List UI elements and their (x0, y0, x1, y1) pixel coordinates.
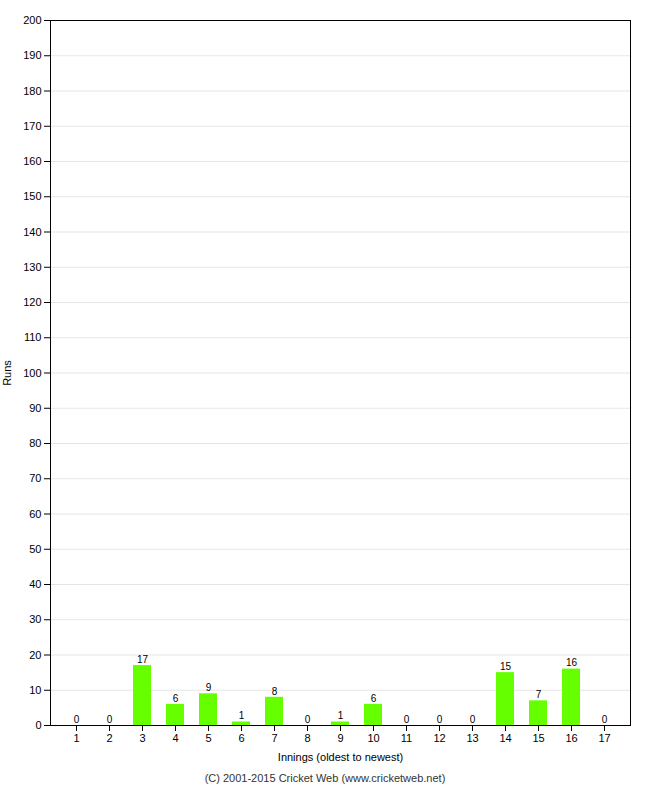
svg-text:7: 7 (536, 689, 542, 700)
svg-text:1: 1 (338, 710, 344, 721)
svg-text:120: 120 (23, 296, 41, 308)
html-text:(C) 2001-2015 Cricket Web (www: (C) 2001-2015 Cricket Web (www.cricketwe… (204, 772, 446, 784)
svg-text:15: 15 (500, 661, 512, 672)
svg-text:9: 9 (337, 732, 343, 744)
svg-text:14: 14 (499, 732, 511, 744)
svg-text:1: 1 (73, 732, 79, 744)
svg-text:10: 10 (367, 732, 379, 744)
svg-text:0: 0 (35, 719, 41, 731)
svg-text:0: 0 (404, 714, 410, 725)
svg-text:16: 16 (565, 732, 577, 744)
svg-text:8: 8 (304, 732, 310, 744)
svg-text:190: 190 (23, 49, 41, 61)
svg-text:150: 150 (23, 190, 41, 202)
svg-text:0: 0 (602, 714, 608, 725)
svg-text:6: 6 (238, 732, 244, 744)
svg-text:200: 200 (23, 14, 41, 26)
svg-text:8: 8 (272, 686, 278, 697)
svg-text:15: 15 (532, 732, 544, 744)
svg-text:3: 3 (139, 732, 145, 744)
svg-text:11: 11 (401, 732, 412, 744)
svg-text:13: 13 (466, 732, 478, 744)
svg-text:Runs: Runs (1, 360, 13, 386)
svg-text:17: 17 (137, 654, 149, 665)
svg-text:7: 7 (271, 732, 277, 744)
svg-text:160: 160 (23, 155, 41, 167)
svg-text:5: 5 (205, 732, 211, 744)
svg-text:16: 16 (566, 657, 578, 668)
svg-text:0: 0 (107, 714, 113, 725)
svg-text:4: 4 (172, 732, 178, 744)
svg-text:10: 10 (29, 684, 41, 696)
svg-text:170: 170 (23, 120, 41, 132)
svg-text:30: 30 (29, 613, 41, 625)
svg-text:130: 130 (23, 261, 41, 273)
svg-text:0: 0 (74, 714, 80, 725)
svg-text:140: 140 (23, 226, 41, 238)
svg-text:90: 90 (29, 402, 41, 414)
svg-text:1: 1 (239, 710, 245, 721)
svg-text:80: 80 (29, 437, 41, 449)
svg-text:110: 110 (24, 331, 42, 343)
svg-text:17: 17 (598, 732, 610, 744)
svg-text:180: 180 (23, 85, 41, 97)
svg-text:20: 20 (29, 649, 41, 661)
svg-text:12: 12 (433, 732, 445, 744)
svg-text:0: 0 (470, 714, 476, 725)
svg-text:6: 6 (173, 693, 179, 704)
svg-text:9: 9 (206, 682, 212, 693)
svg-text:Innings (oldest to newest): Innings (oldest to newest) (278, 751, 403, 763)
svg-text:70: 70 (29, 472, 41, 484)
svg-text:2: 2 (106, 732, 112, 744)
svg-text:6: 6 (371, 693, 377, 704)
svg-text:0: 0 (437, 714, 443, 725)
svg-text:60: 60 (29, 508, 41, 520)
svg-text:0: 0 (305, 714, 311, 725)
svg-text:40: 40 (29, 578, 41, 590)
svg-text:100: 100 (23, 367, 41, 379)
svg-text:50: 50 (29, 543, 41, 555)
